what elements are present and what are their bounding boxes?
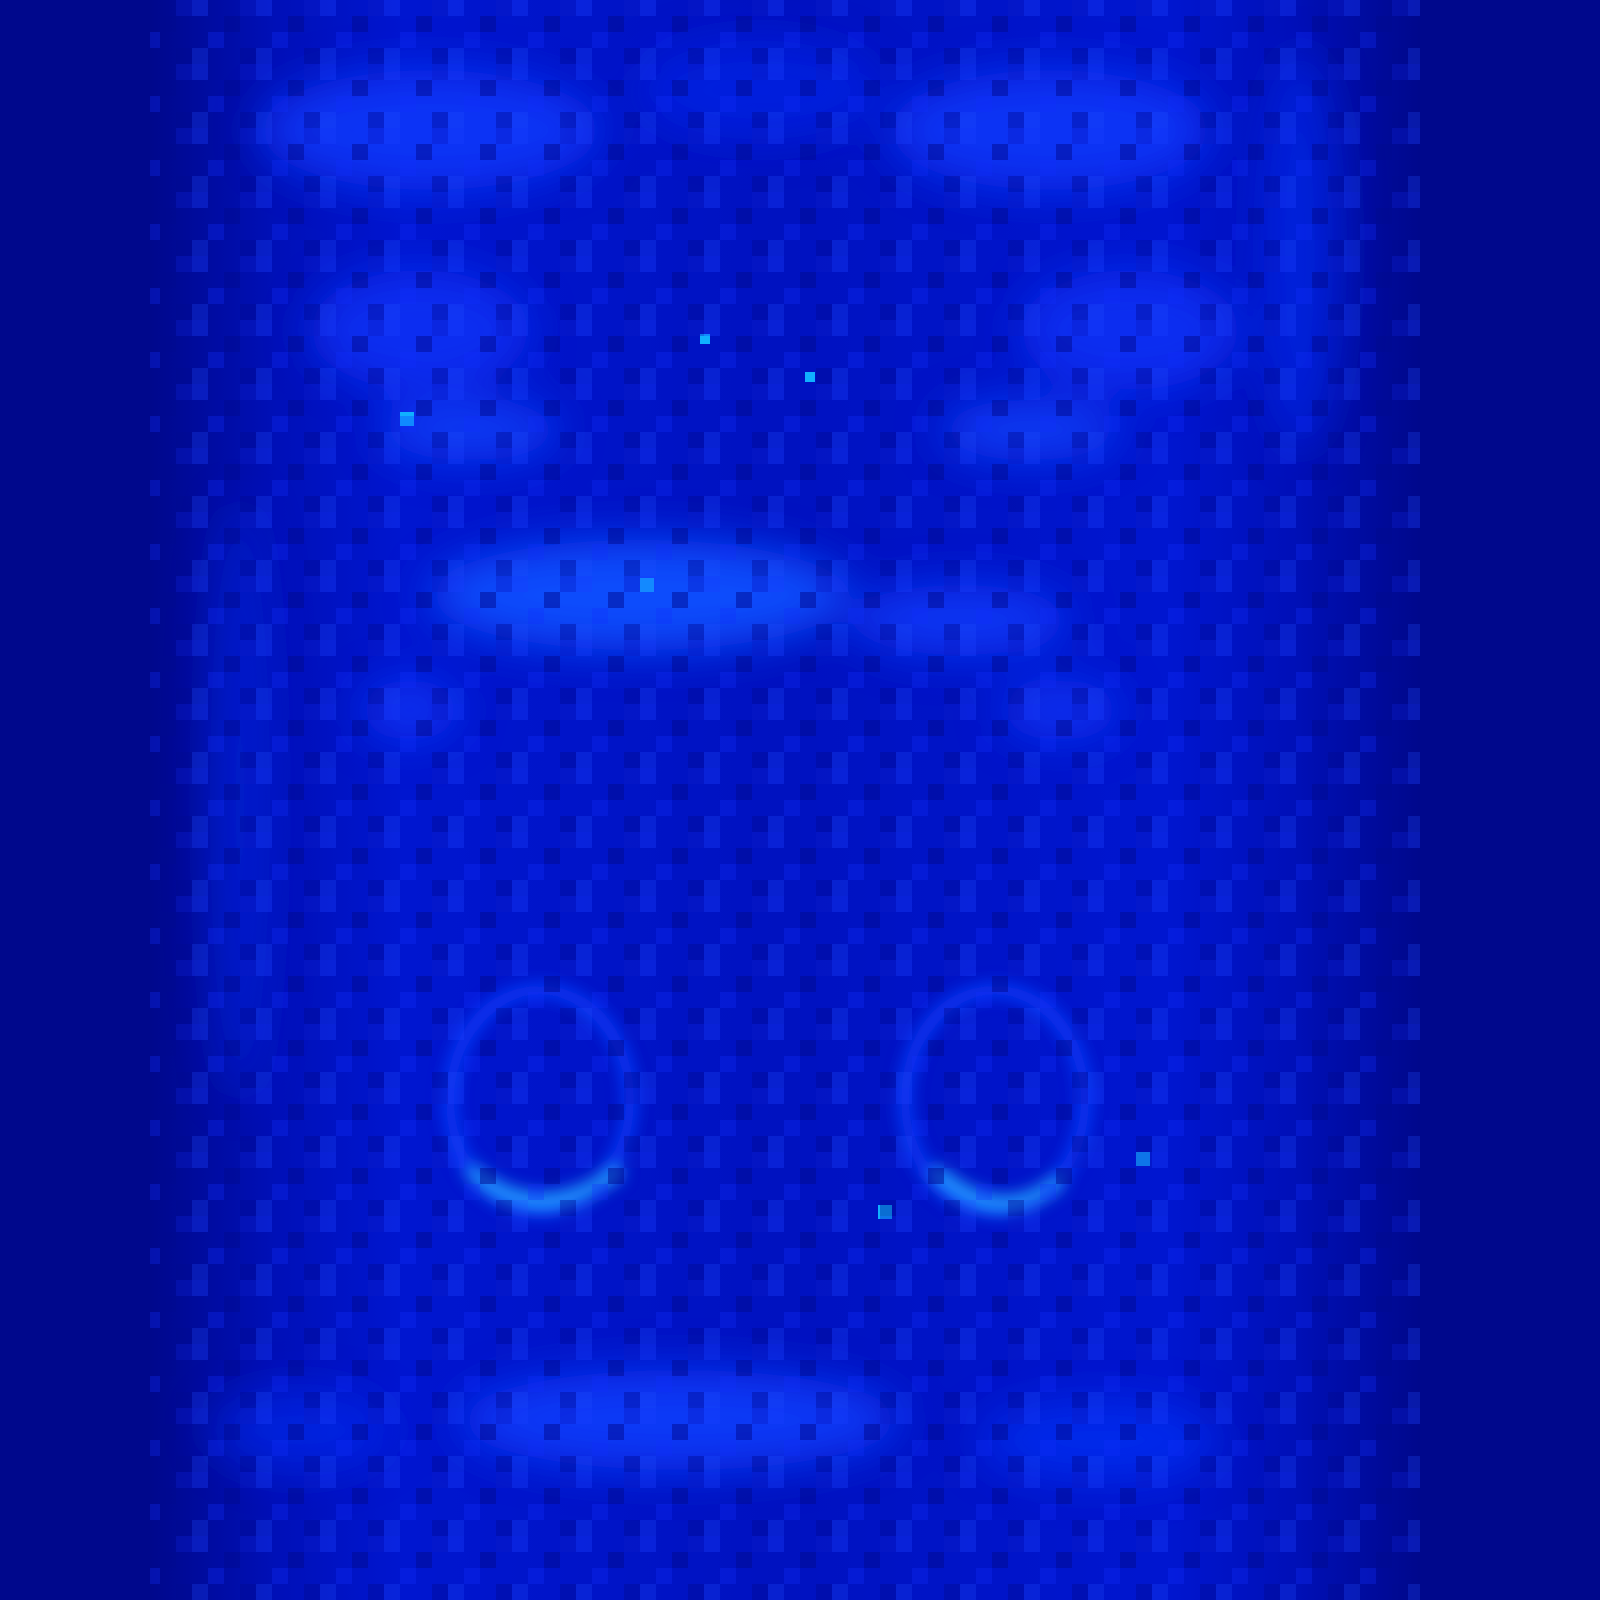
pixel-noise [150, 0, 1420, 1600]
